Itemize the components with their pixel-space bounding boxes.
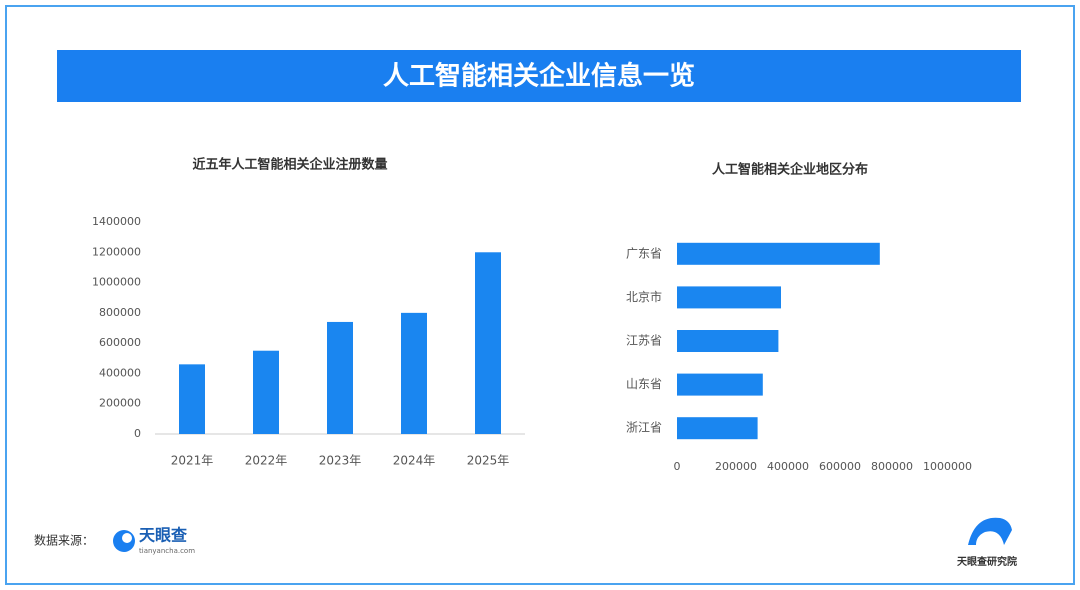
y-tick-label: 山东省 (626, 377, 662, 391)
bar (677, 286, 781, 309)
bar (677, 330, 779, 352)
y-tick-label: 1000000 (92, 276, 141, 289)
source-url: tianyancha.com (139, 547, 195, 555)
x-tick-label: 400000 (767, 460, 809, 473)
x-tick-label: 2024年 (393, 454, 436, 468)
chart-title: 近五年人工智能相关企业注册数量 (192, 157, 387, 173)
x-tick-label: 2023年 (319, 454, 362, 468)
bar (677, 373, 763, 396)
institute-name: 天眼查研究院 (957, 555, 1017, 568)
x-tick-label: 2021年 (171, 454, 214, 468)
bar (677, 417, 758, 440)
x-tick-label: 600000 (819, 460, 861, 473)
y-tick-label: 200000 (99, 397, 141, 410)
bar (253, 350, 279, 434)
y-tick-label: 600000 (99, 336, 141, 349)
source-logo (122, 533, 132, 543)
source-label: 数据来源： (34, 533, 94, 548)
x-tick-label: 2025年 (467, 454, 510, 468)
header-band (57, 50, 1021, 102)
x-tick-label: 0 (674, 460, 681, 473)
y-tick-label: 0 (134, 427, 141, 440)
y-tick-label: 北京市 (626, 289, 662, 304)
frame (5, 5, 1075, 585)
bar (475, 252, 501, 434)
header-title: 人工智能相关企业信息一览 (383, 61, 695, 92)
x-tick-label: 200000 (715, 460, 757, 473)
y-tick-label: 浙江省 (626, 421, 662, 435)
y-tick-label: 广东省 (626, 246, 662, 260)
bar (179, 364, 205, 434)
bar (401, 312, 427, 434)
bar (327, 321, 353, 434)
source-name: 天眼查 (139, 526, 187, 545)
y-tick-label: 400000 (99, 366, 141, 379)
x-tick-label: 1000000 (923, 460, 972, 473)
x-tick-label: 2022年 (245, 454, 288, 468)
y-tick-label: 800000 (99, 306, 141, 319)
y-tick-label: 1400000 (92, 215, 141, 228)
institute-logo (968, 517, 1012, 545)
x-tick-label: 800000 (871, 460, 913, 473)
bar (677, 242, 880, 265)
y-tick-label: 1200000 (92, 245, 141, 258)
chart-title: 人工智能相关企业地区分布 (712, 162, 868, 178)
y-tick-label: 江苏省 (626, 334, 662, 348)
